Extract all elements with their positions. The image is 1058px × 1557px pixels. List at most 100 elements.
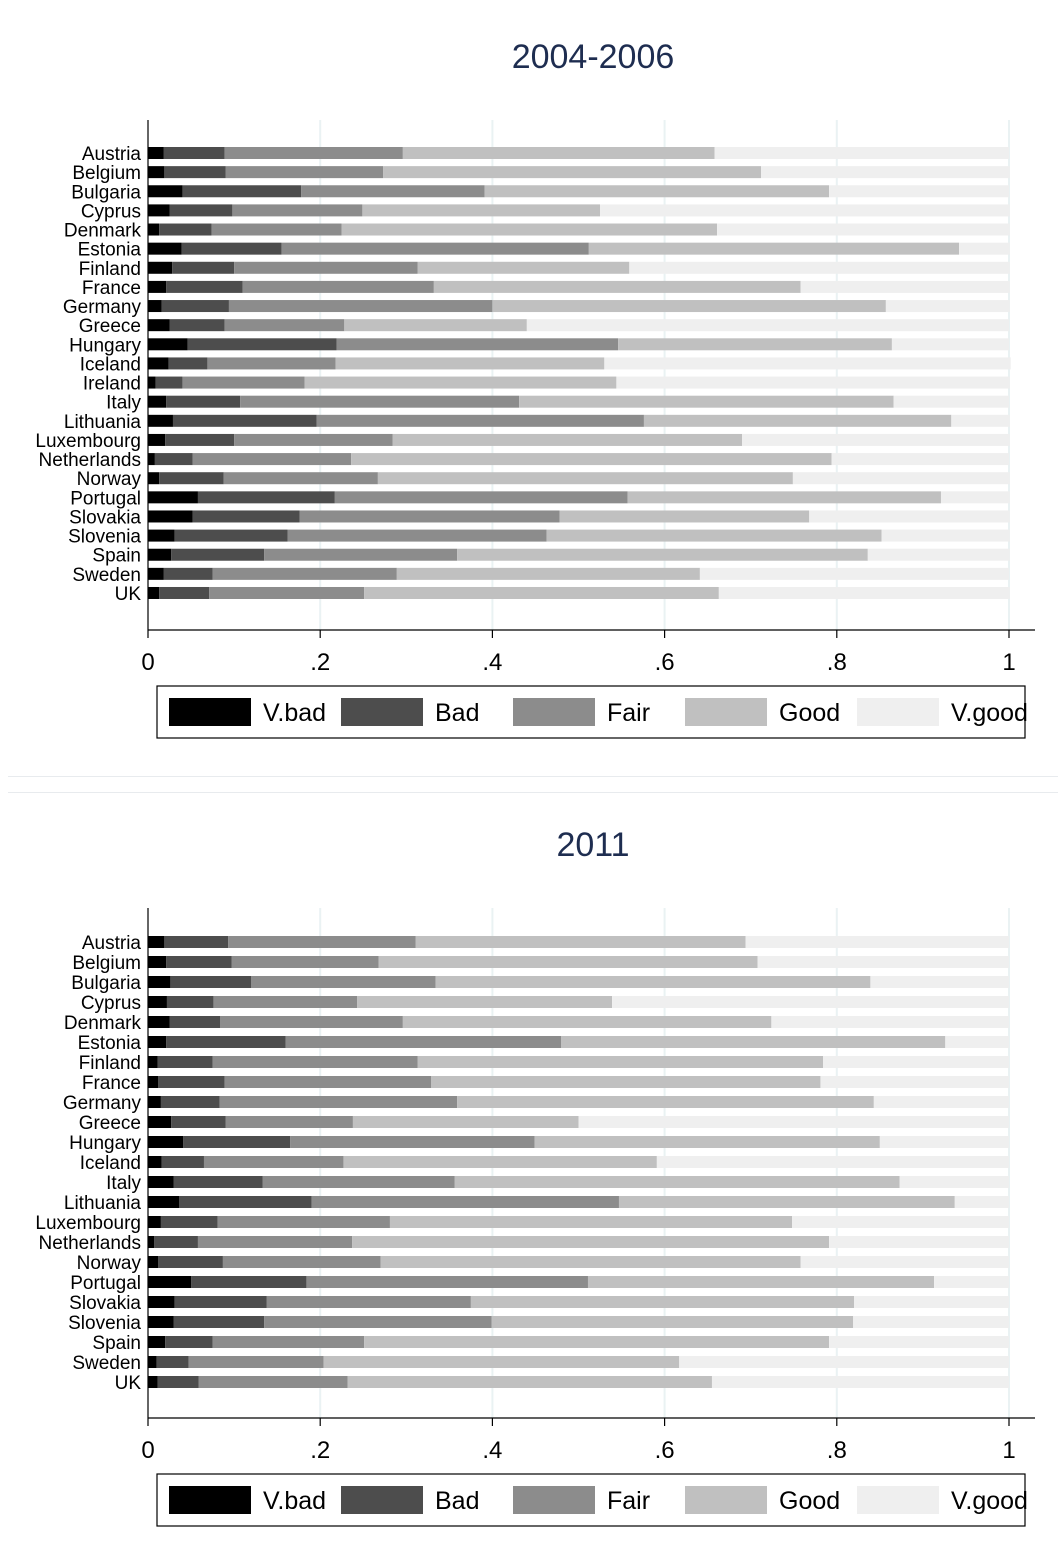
legend-swatch — [857, 698, 939, 726]
bar-segment — [588, 242, 960, 255]
bar-segment — [168, 357, 208, 370]
bar-segment — [290, 1136, 535, 1148]
bar-segment — [629, 261, 1010, 274]
bar-segment — [148, 204, 170, 217]
bar-segment — [224, 319, 345, 332]
bar-segment — [224, 147, 403, 159]
category-label: Netherlands — [39, 1233, 141, 1254]
x-tick-label: 0 — [141, 1437, 154, 1464]
bar-segment — [171, 1116, 226, 1128]
bar-segment — [643, 414, 952, 427]
bar-segment — [600, 204, 1010, 217]
bar-segment — [174, 529, 288, 542]
bar-segment — [829, 1236, 1009, 1248]
category-label: Austria — [82, 144, 142, 165]
bar-segment — [854, 1296, 1009, 1308]
bar-segment — [173, 1316, 265, 1328]
bar-segment — [148, 1096, 161, 1108]
bar-segment — [251, 976, 436, 988]
bar-segment — [435, 976, 871, 988]
category-label: Denmark — [64, 1013, 142, 1034]
bar-segment — [402, 1016, 772, 1028]
bar-segment — [526, 319, 1009, 332]
bar-segment — [170, 976, 252, 988]
bar-segment — [207, 357, 336, 370]
bar-segment — [362, 204, 601, 217]
bar-segment — [792, 1216, 1009, 1228]
bar-segment — [304, 376, 617, 389]
bar-segment — [148, 1256, 159, 1268]
bar-segment — [396, 567, 700, 580]
bar-segment — [383, 166, 762, 179]
x-tick-label: .4 — [482, 1437, 502, 1464]
legend-swatch — [169, 698, 251, 726]
bar-segment — [148, 433, 166, 446]
bar-segment — [829, 1336, 1009, 1348]
bar-segment — [198, 1376, 348, 1388]
category-label: Norway — [77, 1253, 142, 1274]
bar-segment — [178, 1196, 312, 1208]
bar-segment — [301, 185, 485, 198]
legend-swatch — [169, 1486, 251, 1514]
bar-segment — [604, 357, 1011, 370]
category-label: Germany — [63, 1093, 142, 1114]
bar-segment — [335, 357, 605, 370]
bar-segment — [561, 1036, 946, 1048]
x-tick-label: .2 — [310, 649, 330, 676]
legend-swatch — [513, 1486, 595, 1514]
bar-segment — [389, 1216, 793, 1228]
category-label: Finland — [79, 259, 141, 280]
bar-segment — [491, 1316, 854, 1328]
category-label: Sweden — [72, 1353, 141, 1374]
bar-segment — [761, 166, 1010, 179]
category-label: Denmark — [64, 221, 142, 242]
category-label: Austria — [82, 933, 142, 954]
bar-segment — [220, 1016, 403, 1028]
bar-segment — [161, 300, 229, 313]
bar-segment — [745, 936, 1009, 948]
bar-segment — [616, 376, 1010, 389]
x-tick-label: 0 — [141, 649, 154, 676]
bar-segment — [470, 1296, 855, 1308]
bar-segment — [163, 567, 213, 580]
bar-segment — [192, 453, 352, 466]
bar-segment — [742, 433, 1010, 446]
bar-segment — [380, 1256, 801, 1268]
category-label: Iceland — [80, 354, 141, 375]
bar-segment — [264, 1316, 492, 1328]
bar-segment — [627, 491, 941, 504]
bar-segment — [225, 166, 384, 179]
bar-segment — [402, 147, 715, 159]
bar-segment — [212, 1056, 418, 1068]
bar-segment — [364, 1336, 830, 1348]
bar-segment — [148, 1356, 157, 1368]
bar-segment — [148, 976, 171, 988]
bar-segment — [311, 1196, 619, 1208]
bar-segment — [656, 1156, 1009, 1168]
bar-segment — [148, 319, 170, 332]
bar-segment — [164, 166, 226, 179]
bar-segment — [352, 1116, 579, 1128]
category-label: France — [82, 278, 141, 299]
bar-segment — [225, 1116, 353, 1128]
bar-segment — [336, 338, 619, 351]
category-label: Germany — [63, 297, 142, 318]
bar-segment — [169, 1016, 221, 1028]
legend-label: V.good — [951, 699, 1028, 727]
category-label: Italy — [106, 393, 141, 414]
bar-segment — [159, 586, 210, 599]
chart-2011: 2011 AustriaBelgiumBulgariaCyprusDenmarkE… — [35, 826, 1035, 1527]
bar-segment — [945, 1036, 1009, 1048]
category-label: Luxembourg — [35, 431, 141, 452]
x-tick-label: .8 — [827, 649, 847, 676]
bar-segment — [148, 338, 188, 351]
bar-segment — [158, 1256, 223, 1268]
category-label: Hungary — [69, 335, 141, 356]
bar-segment — [148, 1276, 192, 1288]
bar-segment — [800, 280, 1010, 293]
category-label: Portugal — [70, 1273, 141, 1294]
legend-swatch — [341, 1486, 423, 1514]
category-label: Portugal — [70, 488, 141, 509]
bar-segment — [223, 472, 378, 485]
category-label: Belgium — [72, 953, 141, 974]
